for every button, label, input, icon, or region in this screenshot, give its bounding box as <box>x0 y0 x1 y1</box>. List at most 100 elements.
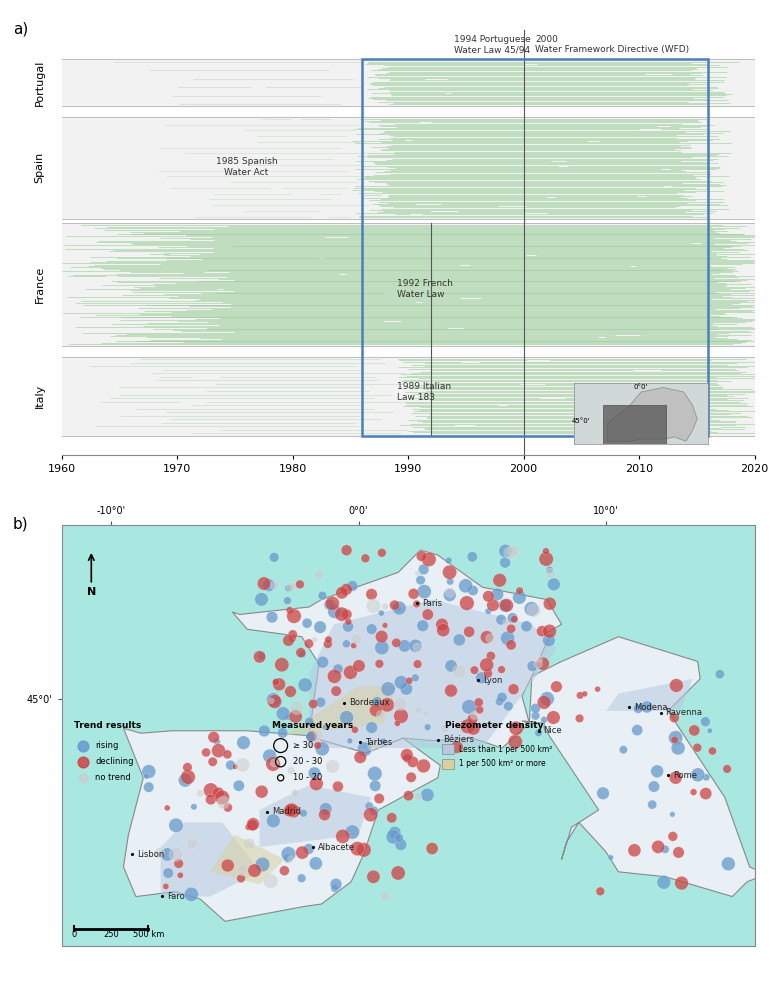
Point <box>367 598 380 614</box>
Bar <box>603 406 666 444</box>
Point <box>500 597 513 613</box>
Point <box>340 636 353 651</box>
Point <box>541 691 554 707</box>
Point <box>284 683 296 699</box>
Point <box>390 635 403 650</box>
Point <box>274 770 286 786</box>
Point <box>410 638 422 653</box>
Point <box>411 640 424 655</box>
Text: 0°0': 0°0' <box>634 384 648 390</box>
Point <box>407 754 419 770</box>
Point <box>463 624 475 640</box>
Point <box>386 810 398 826</box>
Point <box>161 846 173 862</box>
Point <box>367 869 380 885</box>
Point <box>538 695 551 711</box>
Point <box>394 696 407 712</box>
Point <box>358 842 370 857</box>
Point <box>395 837 407 852</box>
Point <box>480 630 493 645</box>
Point <box>256 784 268 800</box>
Point <box>316 588 329 604</box>
Point <box>309 632 321 647</box>
Point <box>174 867 186 883</box>
Bar <box>62 59 755 106</box>
Text: 1 per 500 km² or more: 1 per 500 km² or more <box>459 759 545 768</box>
Point <box>510 721 522 737</box>
Point <box>412 702 424 718</box>
Point <box>460 595 473 611</box>
Point <box>249 862 261 878</box>
Point <box>547 710 560 726</box>
Point <box>288 784 300 800</box>
Point <box>319 807 331 823</box>
Point <box>475 670 487 686</box>
Point <box>544 624 556 640</box>
Point <box>422 607 434 623</box>
Point <box>508 611 521 627</box>
Point <box>467 721 480 737</box>
Point <box>494 572 506 588</box>
Point <box>722 856 735 872</box>
Point <box>514 589 526 605</box>
Text: Portugal: Portugal <box>35 59 45 106</box>
Point <box>222 800 234 816</box>
Polygon shape <box>233 550 561 753</box>
Point <box>313 727 325 742</box>
Point <box>499 554 511 570</box>
Point <box>258 723 270 739</box>
Point <box>706 743 718 759</box>
Point <box>500 615 512 631</box>
Point <box>340 607 353 623</box>
Point <box>646 797 658 813</box>
Point <box>277 706 290 722</box>
Point <box>443 552 455 568</box>
Point <box>382 681 394 697</box>
Point <box>532 725 544 741</box>
Point <box>376 640 388 655</box>
Point <box>332 778 344 794</box>
Text: Measured years: Measured years <box>272 722 353 731</box>
Point <box>414 572 427 588</box>
Point <box>269 694 281 710</box>
Text: 2000
Water Framework Directive (WFD): 2000 Water Framework Directive (WFD) <box>535 35 689 54</box>
Point <box>410 596 423 612</box>
Point <box>376 544 388 560</box>
Polygon shape <box>606 679 693 711</box>
Point <box>381 697 393 713</box>
Point <box>371 694 383 710</box>
Point <box>594 883 607 899</box>
Point <box>329 604 341 620</box>
Point <box>538 712 551 728</box>
Point <box>379 599 391 615</box>
Text: Italy: Italy <box>35 384 45 409</box>
Point <box>263 577 275 593</box>
Point <box>308 765 320 781</box>
Point <box>237 735 249 750</box>
Point <box>421 787 434 803</box>
Point <box>495 612 507 628</box>
Point <box>389 825 401 841</box>
Polygon shape <box>123 729 440 922</box>
Text: Modena: Modena <box>634 703 668 712</box>
Point <box>265 873 277 889</box>
Point <box>342 619 354 635</box>
Point <box>256 591 268 607</box>
Point <box>374 707 387 723</box>
Point <box>544 565 557 581</box>
Point <box>540 551 552 567</box>
Point <box>296 646 309 662</box>
Point <box>290 709 302 725</box>
Point <box>659 842 671 857</box>
Point <box>283 602 296 618</box>
Point <box>491 586 504 602</box>
Point <box>525 601 537 617</box>
Point <box>346 824 359 840</box>
Text: Lyon: Lyon <box>483 675 503 684</box>
Point <box>286 627 299 643</box>
Point <box>312 738 324 753</box>
Point <box>700 786 712 802</box>
Point <box>468 708 480 724</box>
Text: Paris: Paris <box>422 599 442 608</box>
Point <box>269 577 281 593</box>
